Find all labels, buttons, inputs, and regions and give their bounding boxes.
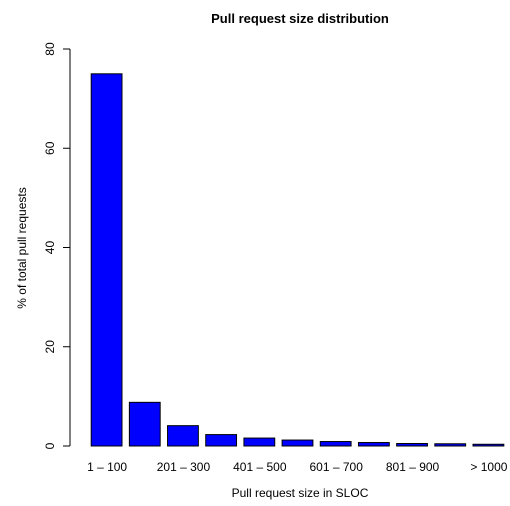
y-axis: 0 20 40 60 80 xyxy=(43,42,71,449)
bars-group xyxy=(90,73,505,447)
bar-4 xyxy=(243,437,276,447)
y-tick-label: 80 xyxy=(43,42,57,56)
y-tick-label: 40 xyxy=(43,241,57,255)
x-axis-label: Pull request size in SLOC xyxy=(232,486,369,500)
x-tick-label: > 1000 xyxy=(470,460,507,474)
chart-title: Pull request size distribution xyxy=(211,11,389,26)
x-tick-label: 401 – 500 xyxy=(233,460,287,474)
bar-2 xyxy=(167,425,199,447)
bar-1 xyxy=(128,401,161,447)
y-tick-label: 20 xyxy=(43,340,57,354)
bar-7 xyxy=(357,442,390,447)
x-tick-label: 201 – 300 xyxy=(157,460,211,474)
bar-8 xyxy=(396,443,428,447)
x-tick-label: 801 – 900 xyxy=(386,460,440,474)
y-tick-label: 60 xyxy=(43,141,57,155)
y-axis-label: % of total pull requests xyxy=(15,187,29,308)
y-tick-label: 0 xyxy=(43,442,57,449)
bar-9 xyxy=(434,443,467,447)
bar-5 xyxy=(281,439,314,447)
bar-6 xyxy=(319,441,352,447)
x-tick-label: 1 – 100 xyxy=(87,460,127,474)
x-tick-label: 601 – 700 xyxy=(309,460,363,474)
bar-0 xyxy=(90,73,123,447)
bar-10 xyxy=(472,443,505,447)
x-tick-labels: 1 – 100 201 – 300 401 – 500 601 – 700 801 – … xyxy=(87,460,508,474)
bar-3 xyxy=(205,434,238,447)
